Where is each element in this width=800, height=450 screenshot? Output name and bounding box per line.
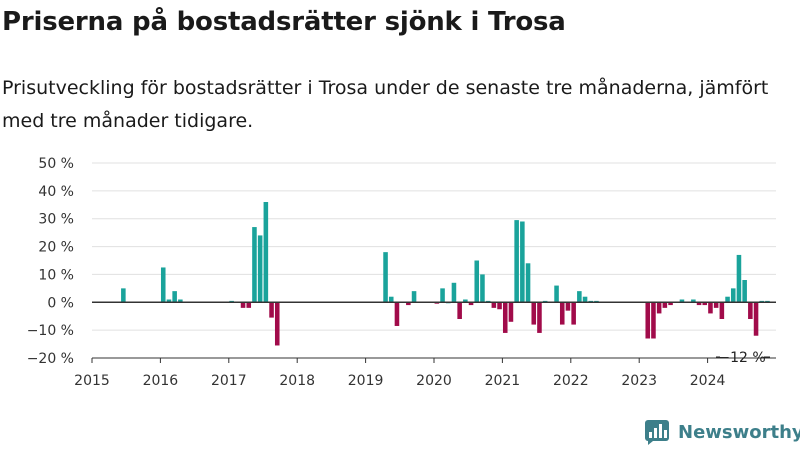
x-tick-label: 2017 [211,373,247,389]
bar [502,302,508,333]
bar [679,299,685,303]
y-tick-label: 30 % [38,212,74,228]
x-tick-label: 2023 [621,373,657,389]
bars [121,202,770,346]
bar [160,267,166,303]
x-tick-label: 2019 [348,373,384,389]
bar [582,296,588,303]
bar [662,302,668,308]
bar [269,302,274,318]
bar [463,299,468,303]
bar [577,291,582,303]
bar [525,263,531,303]
bar [696,302,702,306]
bar [178,299,183,303]
bar [719,302,725,319]
bar [457,302,462,319]
brand: Newsworthy [644,419,800,445]
bar [736,254,742,303]
bar [166,299,172,303]
bar [394,302,400,326]
bar [748,302,753,319]
bar [702,302,708,306]
bar [388,296,394,303]
bar [691,299,696,303]
bar [468,302,474,306]
bar [651,302,656,339]
bar [263,202,269,303]
y-tick-label: 0 % [47,295,74,311]
bar [451,282,457,303]
bar [480,274,485,303]
last-value-label: −12 % [718,350,765,366]
bar [645,302,651,339]
x-tick-label: 2024 [690,373,726,389]
newsworthy-logo-icon [645,420,669,445]
bar [508,302,514,322]
bar [571,302,576,325]
bar [730,288,736,303]
bar [172,291,177,303]
bar [713,302,719,308]
x-tick-label: 2021 [485,373,521,389]
y-tick-label: 40 % [38,184,74,200]
bar [246,302,252,308]
bar [537,302,542,333]
bar [383,252,388,303]
bar [440,288,445,303]
brand-name: Newsworthy [678,421,800,443]
bar [668,302,673,306]
x-tick-label: 2022 [553,373,589,389]
bar [559,302,565,325]
bar [497,302,502,310]
bar [565,302,571,311]
bar [531,302,537,325]
x-tick-label: 2018 [279,373,315,389]
x-tick-label: 2015 [74,373,110,389]
bar [725,296,730,303]
y-tick-label: 10 % [38,267,74,283]
y-grid [92,162,776,331]
x-tick-label: 2020 [416,373,452,389]
bar [411,291,417,303]
bar [520,221,525,303]
x-tick-label: 2016 [143,373,179,389]
bar [257,235,263,303]
bar [753,302,759,336]
bar [554,285,559,303]
y-tick-label: 20 % [38,240,74,256]
bar [274,302,280,346]
bar [514,220,519,303]
x-tick-labels: 2015 2016 2017 2018 2019 2020 2021 2022 2023 2024 [74,373,725,389]
bar [121,288,126,303]
y-tick-label: −20 % [27,351,74,367]
bar [406,302,411,306]
bar [708,302,713,314]
bar [656,302,662,314]
bar [474,260,480,303]
y-tick-label: 50 % [38,156,74,172]
bar [240,302,246,308]
y-tick-label: −10 % [27,323,74,339]
chart-title: Priserna på bostadsrätter sjönk i Trosa [2,7,566,37]
bar [742,280,747,303]
bar [491,302,497,308]
y-tick-labels: −20 % −10 % 0 % 10 % 20 % 30 % 40 % 50 % [27,156,74,367]
chart-subtitle: Prisutveckling för bostadsrätter i Trosa… [2,77,769,132]
x-ticks [91,358,709,363]
bar [252,227,257,303]
